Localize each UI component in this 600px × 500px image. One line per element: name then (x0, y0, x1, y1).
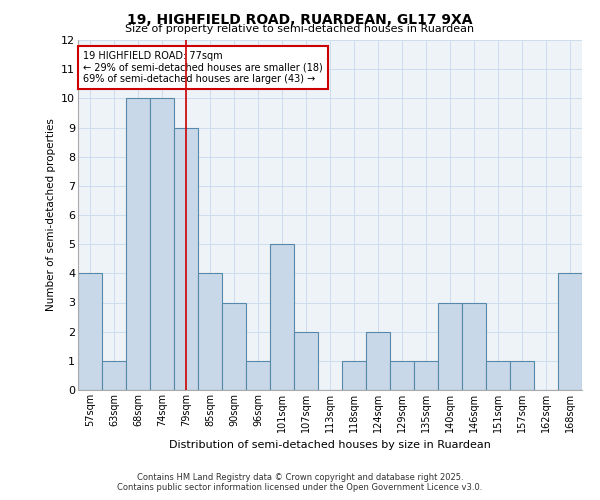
Bar (126, 98, 150, 390)
Bar (342, 361, 366, 390)
Bar (510, 361, 534, 390)
Bar (390, 361, 414, 390)
Bar (150, 98, 174, 390)
Bar (270, 244, 294, 390)
Bar (246, 361, 270, 390)
Bar (486, 361, 510, 390)
Bar (174, 128, 198, 390)
Text: 19 HIGHFIELD ROAD: 77sqm
← 29% of semi-detached houses are smaller (18)
69% of s: 19 HIGHFIELD ROAD: 77sqm ← 29% of semi-d… (83, 50, 323, 84)
Bar (414, 361, 438, 390)
Bar (366, 332, 390, 390)
Bar (198, 274, 222, 390)
Bar (102, 361, 126, 390)
Text: 19, HIGHFIELD ROAD, RUARDEAN, GL17 9XA: 19, HIGHFIELD ROAD, RUARDEAN, GL17 9XA (127, 12, 473, 26)
Bar (294, 332, 318, 390)
Bar (438, 302, 462, 390)
Bar (558, 274, 582, 390)
Bar (78, 274, 102, 390)
Text: Contains HM Land Registry data © Crown copyright and database right 2025.
Contai: Contains HM Land Registry data © Crown c… (118, 473, 482, 492)
Y-axis label: Number of semi-detached properties: Number of semi-detached properties (46, 118, 56, 312)
Text: Size of property relative to semi-detached houses in Ruardean: Size of property relative to semi-detach… (125, 24, 475, 34)
X-axis label: Distribution of semi-detached houses by size in Ruardean: Distribution of semi-detached houses by … (169, 440, 491, 450)
Bar (462, 302, 486, 390)
Bar (222, 302, 246, 390)
